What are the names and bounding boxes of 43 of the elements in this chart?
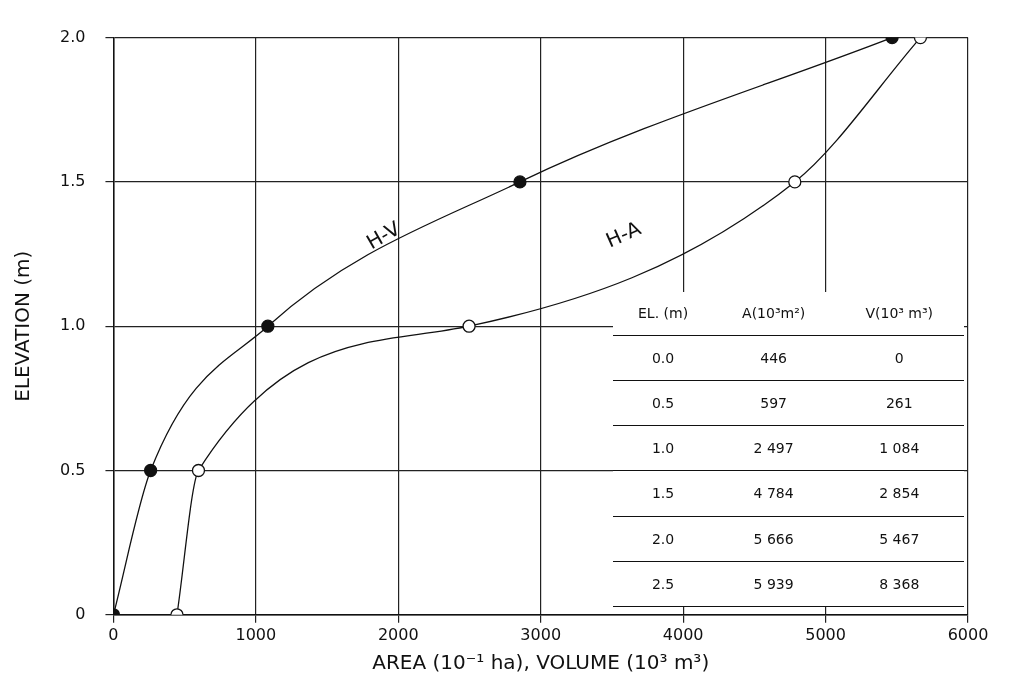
x-tick-label: 6000: [947, 624, 989, 644]
x-tick-label: 4000: [662, 624, 704, 644]
annotation: 0.5: [613, 380, 713, 426]
x-tick-label: 2000: [377, 624, 419, 644]
point: [191, 463, 206, 478]
annotation: 446: [712, 335, 835, 381]
annotation: 2.5: [613, 561, 713, 607]
y-tick-label: 2.0: [59, 26, 86, 46]
annotation: 5 666: [712, 516, 835, 562]
annotation: 2.0: [613, 516, 713, 562]
point: [513, 175, 527, 189]
annotation: 0: [834, 335, 964, 381]
y-tick-label: 0: [75, 603, 86, 623]
annotation: 1.5: [613, 470, 713, 516]
annotation: 5 939: [712, 561, 835, 607]
annotation: EL. (m): [613, 291, 713, 336]
text: H-A: [602, 215, 645, 253]
y-tick-label: 0.5: [59, 459, 86, 479]
y-axis-title: ELEVATION (m): [10, 250, 35, 402]
y-tick-label: 1.0: [59, 315, 86, 335]
x-tick-label: 1000: [235, 624, 277, 644]
annotation: 5 467: [834, 516, 964, 562]
point: [788, 175, 802, 189]
annotation: 597: [712, 380, 835, 426]
annotation: 2 497: [712, 425, 835, 471]
annotation: 261: [834, 380, 964, 426]
point: [143, 463, 158, 478]
annotation: A(10³m²): [712, 291, 835, 336]
x-tick-label: 3000: [520, 624, 562, 644]
text: H-V: [362, 215, 405, 255]
annotation: 1.0: [613, 425, 713, 471]
y-tick-label: 1.5: [59, 171, 86, 191]
point: [462, 319, 476, 333]
x-tick-label: 5000: [805, 624, 846, 644]
x-axis-title: AREA (10⁻¹ ha), VOLUME (10³ m³): [372, 650, 710, 675]
annotation: 0.0: [613, 335, 713, 381]
x-tick-label: 0: [108, 624, 119, 644]
annotation: 4 784: [712, 470, 835, 516]
annotation: 8 368: [834, 561, 964, 607]
point: [261, 319, 275, 333]
annotation: 2 854: [834, 470, 964, 516]
annotation: V(10³ m³): [834, 291, 964, 336]
annotation: 1 084: [834, 425, 964, 471]
